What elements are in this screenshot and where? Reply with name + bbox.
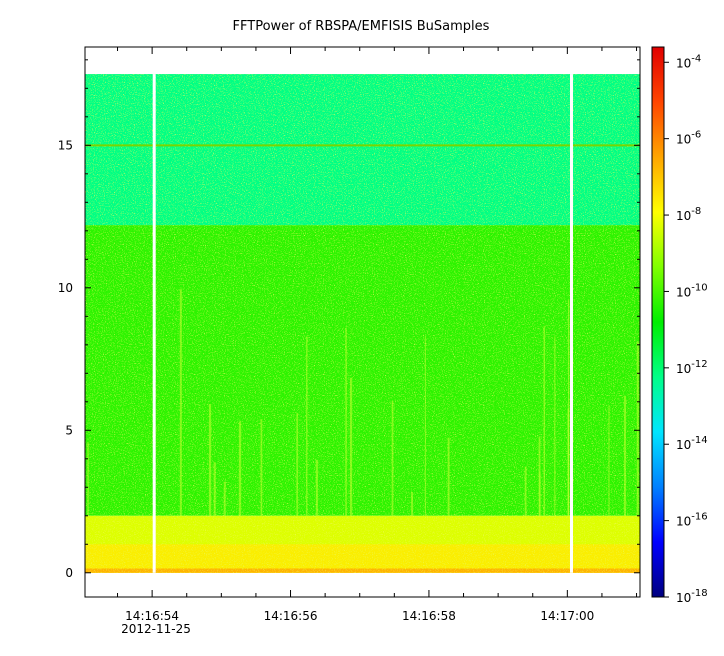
colorbar-tick-label: 10-18 xyxy=(676,588,708,605)
y-tick-label: 0 xyxy=(65,566,73,580)
y-axis: 0 5 10 15 xyxy=(58,59,640,580)
x-tick-label: 14:16:58 xyxy=(402,609,456,623)
chart-title: FFTPower of RBSPA/EMFISIS BuSamples xyxy=(233,19,490,34)
x-axis: 14:16:54 14:16:56 14:16:58 14:17:00 xyxy=(117,47,638,623)
colorbar-tick-label: 10-10 xyxy=(676,282,708,299)
y-tick-label: 10 xyxy=(58,281,73,295)
x-tick-label: 14:16:56 xyxy=(264,609,318,623)
colorbar-tick-label: 10-6 xyxy=(676,130,701,147)
colorbar-tick-label: 10-14 xyxy=(676,435,708,452)
y-tick-label: 15 xyxy=(58,138,73,152)
vertical-streaks xyxy=(87,289,639,516)
x-tick-label: 14:16:54 xyxy=(125,609,179,623)
colorbar-frame xyxy=(651,46,665,598)
plot-area xyxy=(85,47,640,597)
date-label: 2012-11-25 xyxy=(121,622,191,636)
colorbar-tick-label: 10-16 xyxy=(676,512,708,529)
plot-frame xyxy=(84,46,641,598)
noise-speckle xyxy=(85,74,640,573)
x-tick-label: 14:17:00 xyxy=(540,609,594,623)
colorbar-ticks: 10-4 10-6 10-8 10-10 10-12 10-14 10-16 10-18 xyxy=(664,53,708,605)
colorbar-gradient xyxy=(652,47,664,597)
colorbar: 10-4 10-6 10-8 10-10 10-12 10-14 10-16 10-18 xyxy=(651,46,708,605)
colorbar-tick-label: 10-4 xyxy=(676,53,701,70)
data-gap xyxy=(569,74,573,573)
data-gap xyxy=(152,74,156,573)
colorbar-tick-label: 10-8 xyxy=(676,206,701,223)
colorbar-tick-label: 10-12 xyxy=(676,359,708,376)
y-tick-label: 5 xyxy=(65,423,73,437)
data-gaps xyxy=(152,74,573,573)
